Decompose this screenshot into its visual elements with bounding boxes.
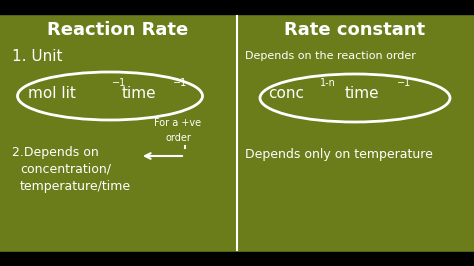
Text: −1: −1 xyxy=(397,78,411,88)
Text: Depends on the reaction order: Depends on the reaction order xyxy=(245,51,416,61)
Text: Reaction Rate: Reaction Rate xyxy=(47,21,189,39)
Text: time: time xyxy=(345,86,380,102)
Text: mol lit: mol lit xyxy=(28,86,76,102)
Text: 1. Unit: 1. Unit xyxy=(12,49,63,64)
Text: temperature/time: temperature/time xyxy=(20,180,131,193)
Text: time: time xyxy=(122,86,156,102)
Text: For a +ve: For a +ve xyxy=(155,118,201,128)
Text: Rate constant: Rate constant xyxy=(284,21,426,39)
Text: concentration/: concentration/ xyxy=(20,163,111,176)
Text: −1: −1 xyxy=(173,78,187,88)
Text: conc: conc xyxy=(268,86,304,102)
Text: Depends only on temperature: Depends only on temperature xyxy=(245,148,433,161)
Text: 1-n: 1-n xyxy=(320,78,336,88)
Text: order: order xyxy=(165,133,191,143)
Text: 2.Depends on: 2.Depends on xyxy=(12,146,99,159)
Text: −1: −1 xyxy=(112,78,126,88)
